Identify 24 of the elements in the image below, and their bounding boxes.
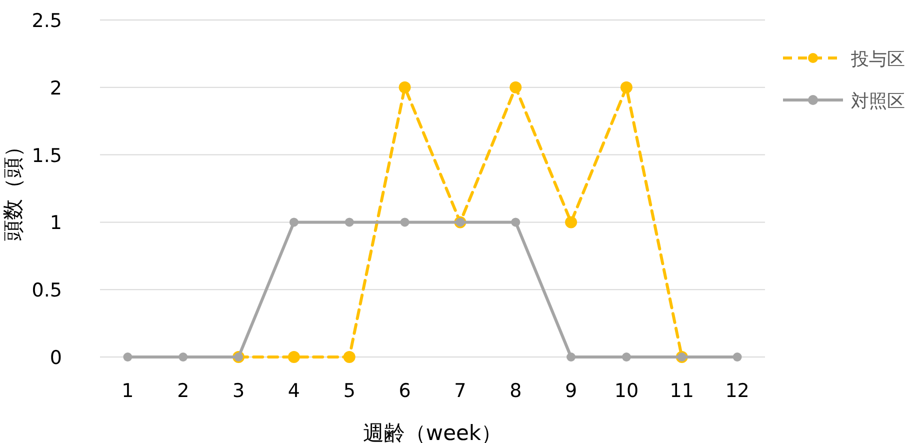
y-axis-title: 頭数（頭） xyxy=(1,136,25,241)
point xyxy=(400,218,410,227)
point xyxy=(344,218,354,227)
y-tick-label: 2 xyxy=(50,77,62,100)
point xyxy=(732,352,742,362)
point xyxy=(398,81,411,94)
y-tick-label: 0 xyxy=(50,347,62,369)
y-tick-label: 2.5 xyxy=(32,10,62,32)
point xyxy=(123,352,132,362)
y-tick-label: 1.5 xyxy=(32,144,62,167)
point xyxy=(178,352,188,362)
point xyxy=(289,218,298,227)
point xyxy=(622,352,631,362)
point xyxy=(511,218,520,227)
legend-label: 対照区 xyxy=(851,91,905,112)
y-tick-label: 1 xyxy=(50,212,62,234)
legend-label: 投与区 xyxy=(850,49,905,70)
y-tick-label: 0.5 xyxy=(32,280,62,302)
point xyxy=(510,81,522,94)
point xyxy=(620,81,632,94)
point xyxy=(566,352,576,362)
point xyxy=(343,351,356,363)
point xyxy=(565,216,578,228)
point xyxy=(288,351,300,363)
